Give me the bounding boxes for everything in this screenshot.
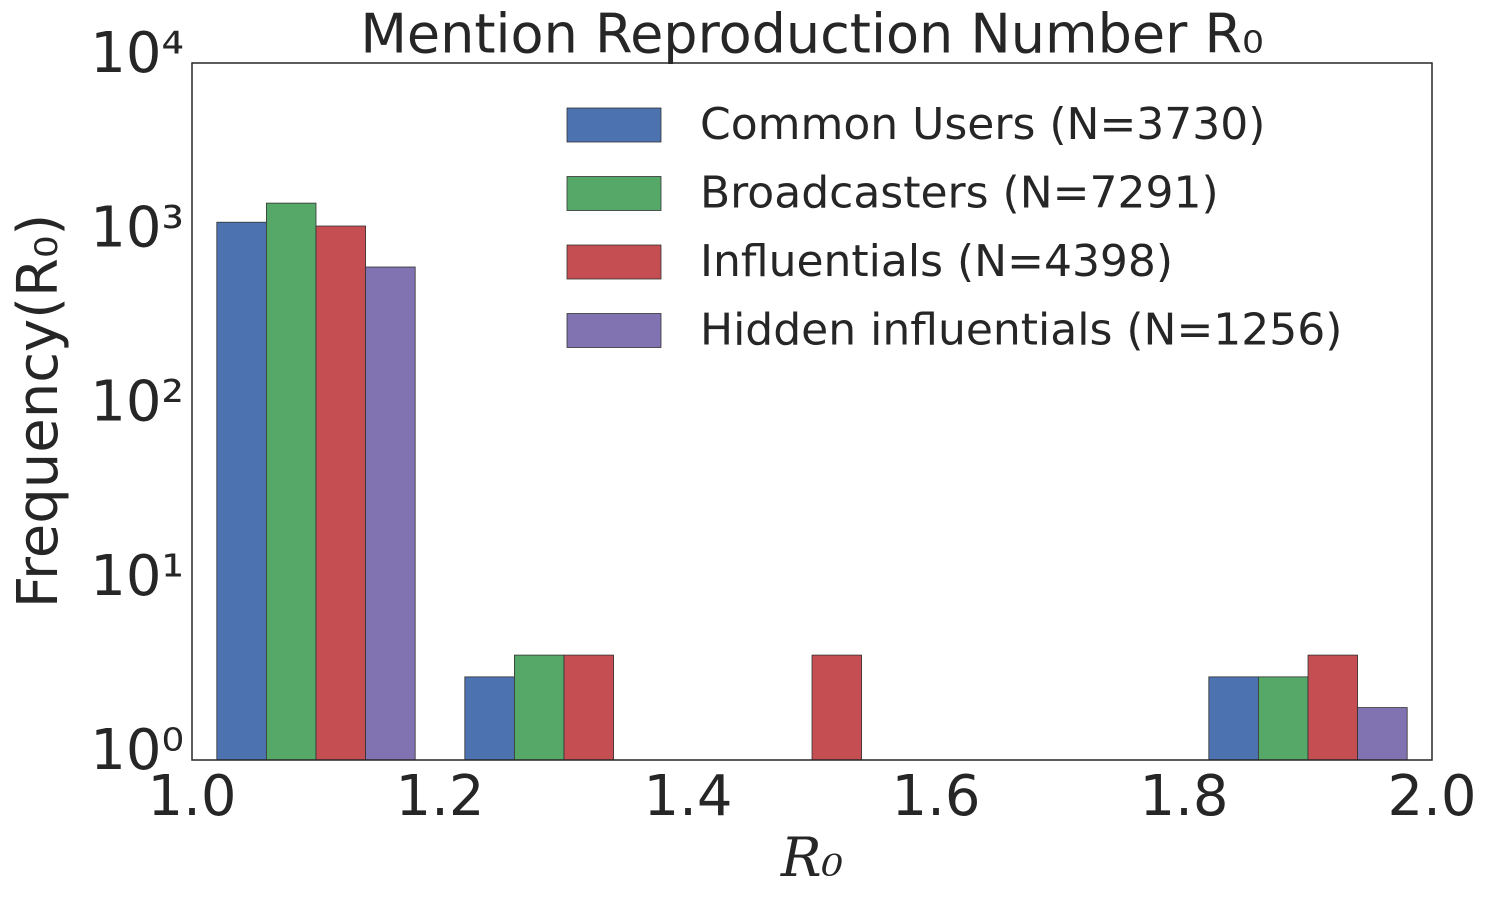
- y-tick-label: 10³: [90, 195, 184, 260]
- legend-label: Common Users (N=3730): [700, 99, 1265, 150]
- y-tick-label: 10⁰: [90, 718, 184, 783]
- legend-swatch: [566, 313, 662, 348]
- legend-swatch: [566, 244, 662, 280]
- bar: [1258, 676, 1309, 761]
- bar: [514, 654, 565, 761]
- bar: [811, 654, 862, 761]
- bar: [315, 225, 366, 761]
- legend-label: Broadcasters (N=7291): [700, 168, 1219, 219]
- x-tick-label: 1.6: [891, 764, 980, 829]
- x-tick-label: 1.4: [643, 764, 732, 829]
- y-tick-label: 10²: [90, 370, 184, 435]
- plot-frame: [191, 62, 1433, 761]
- x-tick-label: 1.8: [1139, 764, 1228, 829]
- bar: [216, 221, 267, 761]
- bar: [265, 202, 317, 761]
- bar: [1208, 676, 1259, 761]
- legend-label: Influentials (N=4398): [700, 236, 1173, 287]
- bar: [1307, 654, 1358, 761]
- x-axis-label: R₀: [780, 826, 843, 889]
- chart-title: Mention Reproduction Number R₀: [360, 3, 1263, 66]
- legend-label: Hidden influentials (N=1256): [700, 305, 1342, 356]
- legend-swatch: [566, 107, 662, 143]
- bar: [365, 266, 416, 761]
- x-tick-label: 1.0: [147, 764, 236, 829]
- bar: [563, 654, 614, 761]
- bar: [1357, 707, 1408, 761]
- x-tick-label: 2.0: [1387, 764, 1476, 829]
- legend-swatch: [566, 176, 662, 211]
- bar: [464, 676, 515, 761]
- y-axis-label: Frequency(R₀): [6, 214, 71, 608]
- x-tick-label: 1.2: [395, 764, 484, 829]
- y-tick-label: 10⁴: [90, 21, 184, 86]
- y-tick-label: 10¹: [90, 544, 184, 609]
